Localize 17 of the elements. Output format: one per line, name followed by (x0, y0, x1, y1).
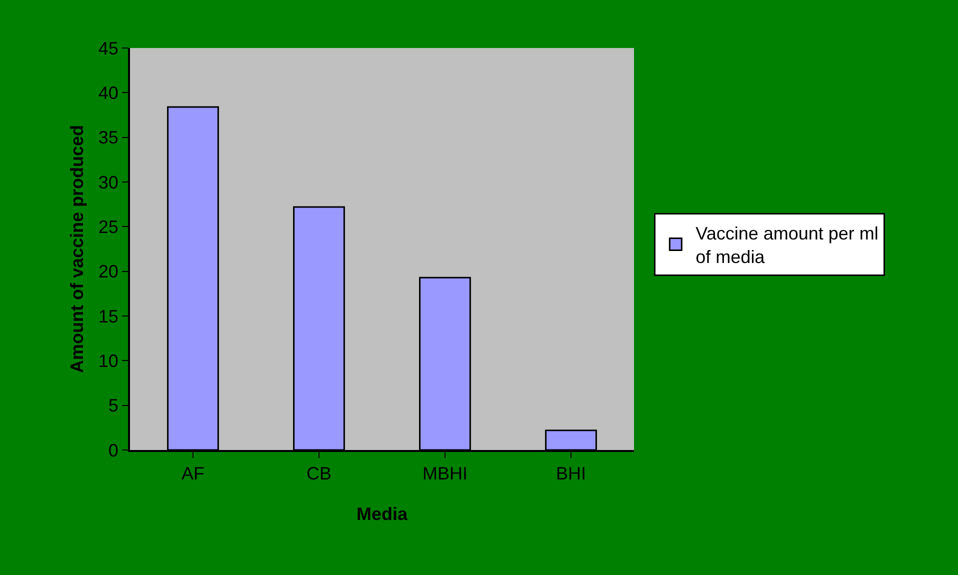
x-tick-label: BHI (556, 464, 586, 484)
x-tick-label: AF (181, 464, 205, 484)
legend-label: Vaccine amount per ml of media (696, 224, 878, 267)
y-tick-label: 30 (98, 172, 118, 192)
x-tick-label: CB (306, 464, 332, 484)
y-tick-label: 40 (98, 82, 118, 103)
y-tick-label: 35 (98, 128, 118, 148)
x-tick-label: MBHI (422, 464, 468, 484)
y-tick-label: 25 (98, 216, 118, 237)
y-tick-label: 20 (98, 262, 118, 282)
y-tick-label: 0 (108, 440, 118, 460)
y-tick-label: 5 (108, 396, 118, 416)
x-axis-title: Media (356, 504, 408, 524)
y-tick-label: 45 (98, 38, 118, 58)
y-tick-label: 15 (98, 306, 118, 326)
y-axis-title: Amount of vaccine produced (67, 124, 88, 374)
y-tick-label: 10 (98, 350, 118, 371)
